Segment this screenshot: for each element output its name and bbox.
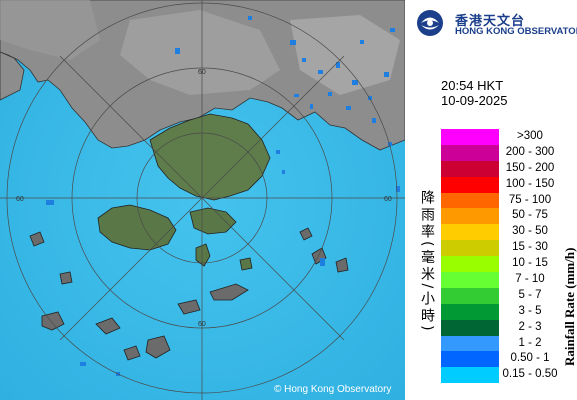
legend-label: 50 - 75 [512,209,548,222]
legend-label: 75 - 100 [508,193,552,206]
radar-time: 20:54 HKT [441,78,504,93]
legend-label: 100 - 150 [505,177,555,190]
lamma-island [195,243,211,267]
legend-label: 1 - 2 [518,336,542,349]
legend-label: 200 - 300 [505,145,555,158]
range-label-east: 60 [384,196,392,203]
legend-label: 5 - 7 [518,288,542,301]
range-label-north: 60 [198,69,206,76]
legend-swatch [441,129,499,145]
radar-map-graphic: 60 60 60 60 [0,0,405,400]
rain-echoes [46,16,400,376]
legend-label: 3 - 5 [518,304,542,317]
legend-label: 0.50 - 1 [510,352,550,365]
hko-logo[interactable]: 香港天文台 HONG KONG OBSERVATORY [415,8,577,38]
legend-label: 10 - 15 [512,257,548,270]
lantau-island [97,204,177,251]
outlying-island [299,227,313,241]
outlying-island [29,231,45,247]
legend-label: 7 - 10 [515,273,545,286]
radar-map: 60 60 60 60 © Hong Kong Observatory [0,0,405,400]
legend-label: 30 - 50 [512,225,548,238]
legend-label: 0.15 - 0.50 [502,368,558,381]
legend-swatch [441,144,499,161]
legend-label: 15 - 30 [512,241,548,254]
legend-title-chinese: 降雨率(毫米/小時) [419,190,435,334]
outlying-island [145,335,171,359]
terrain-patch [290,15,400,95]
range-rings [0,0,405,400]
west-peninsula [0,51,25,101]
legend-swatch [441,319,499,336]
legend-panel: 香港天文台 HONG KONG OBSERVATORY 20:54 HKT 10… [405,0,577,400]
hko-emblem-icon [417,10,443,36]
legend-swatch [441,287,499,304]
terrain-patch [0,0,100,60]
legend-swatch [441,208,499,225]
legend-swatch [441,303,499,320]
legend-swatch [441,256,499,273]
outlying-island [177,299,201,315]
logo-english-text: HONG KONG OBSERVATORY [455,26,577,37]
legend-label: >300 [517,130,543,142]
legend-swatch [441,224,499,241]
logo-chinese-text: 香港天文台 [455,14,526,29]
legend-swatch [441,272,499,288]
range-label-south: 60 [198,321,206,328]
legend-labels: >300 200 - 300 150 - 200 100 - 150 75 - 100 5… [485,129,575,383]
legend-title-english-graphic: Rainfall Rate (mm/h) [562,248,577,366]
radar-date: 10-09-2025 [441,93,508,108]
legend-swatch [441,240,499,257]
outlying-island [95,317,121,335]
legend-swatch [441,351,499,368]
new-territories [149,113,271,201]
range-label-west: 60 [16,196,24,203]
copyright: © Hong Kong Observatory [274,384,392,395]
outlying-island [209,283,249,301]
legend-swatch [441,367,499,384]
po-toi [239,257,253,271]
legend-swatch [441,192,499,209]
legend-title-english: Rainfall Rate (mm/h) [562,248,577,366]
legend-swatch [441,176,499,193]
outlying-island [123,345,141,361]
legend-swatch [441,160,499,177]
outlying-island [335,257,349,273]
legend-swatch [441,335,499,352]
legend-swatches [441,129,499,384]
legend-label: 150 - 200 [505,161,555,174]
legend-label: 2 - 3 [518,320,542,333]
outlying-island [59,271,73,285]
